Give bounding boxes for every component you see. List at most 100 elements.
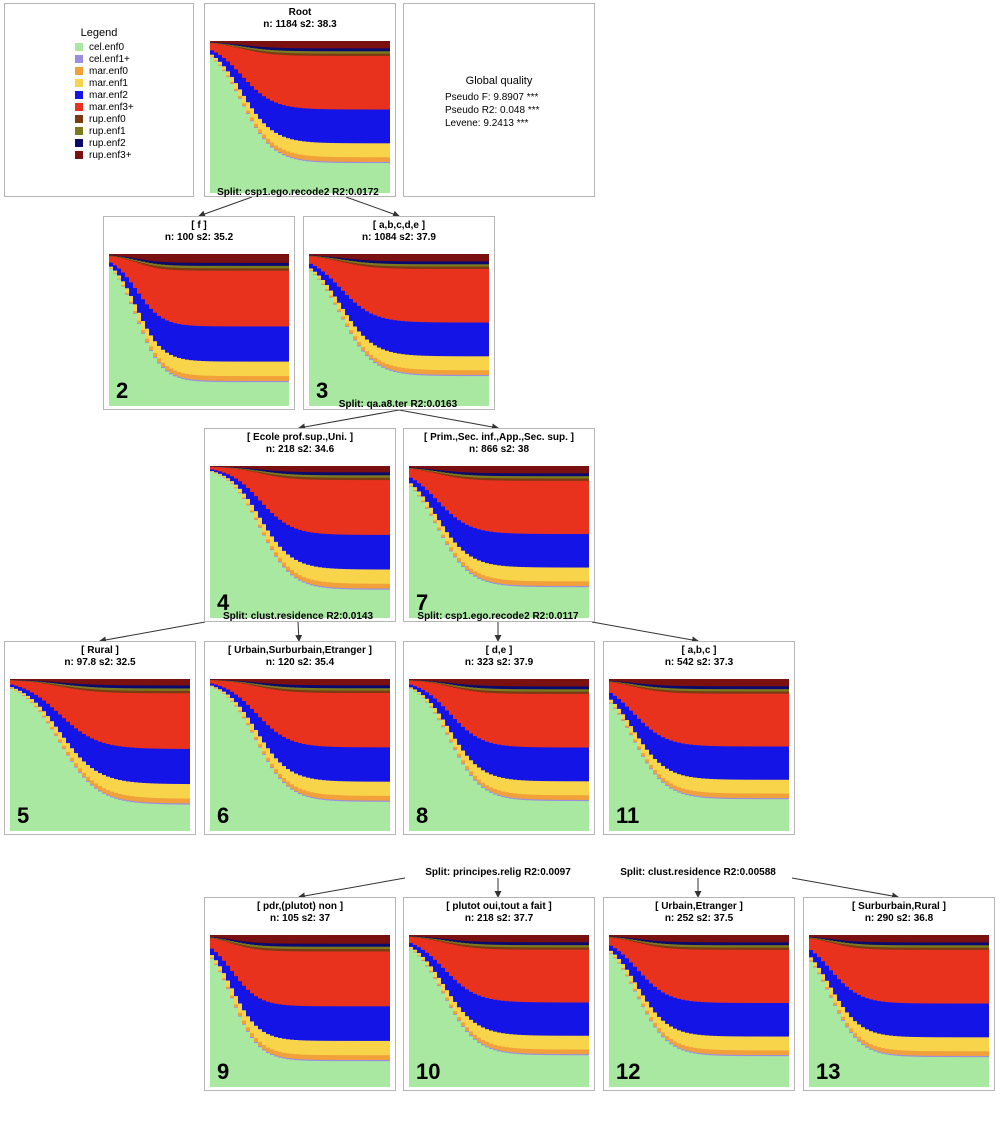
state-band-segment [677, 685, 682, 689]
state-band-segment [413, 689, 418, 691]
state-band-segment [233, 380, 238, 383]
state-band-segment [433, 266, 438, 269]
state-band-segment [681, 685, 686, 689]
legend-label: rup.enf1 [89, 125, 126, 137]
state-band-segment [334, 477, 339, 480]
state-band-segment [653, 773, 658, 775]
state-band-segment [725, 685, 730, 690]
state-band-segment [581, 780, 586, 796]
state-band-segment [222, 57, 227, 67]
legend-label: mar.enf1 [89, 77, 128, 89]
state-band-segment [274, 687, 279, 690]
state-band-segment [765, 746, 770, 780]
state-band-segment [757, 798, 762, 831]
state-band-segment [477, 560, 482, 574]
state-band-segment [489, 563, 494, 578]
state-band-segment [573, 580, 578, 587]
state-band-segment [673, 685, 678, 689]
state-band-segment [302, 466, 307, 473]
state-band-segment [314, 479, 319, 534]
state-band-segment [306, 583, 311, 618]
state-band-segment [425, 964, 430, 967]
state-band-segment [386, 801, 390, 831]
state-band-segment [290, 526, 295, 558]
state-band-segment [445, 679, 450, 683]
state-band-segment [274, 132, 279, 146]
state-band-segment [274, 474, 279, 477]
state-band-segment [529, 798, 534, 801]
state-band-segment [469, 1035, 474, 1087]
state-band-segment [366, 477, 371, 481]
state-band-segment [397, 353, 402, 368]
state-band-segment [521, 1001, 526, 1036]
state-band-segment [565, 580, 570, 586]
state-band-segment [497, 1049, 502, 1052]
state-band-segment [46, 681, 51, 683]
state-band-segment [86, 781, 91, 831]
state-band-segment [505, 532, 510, 567]
state-band-segment [94, 679, 99, 685]
state-band-segment [358, 568, 363, 584]
state-band-segment [306, 943, 311, 947]
state-band-segment [225, 361, 230, 377]
state-band-segment [317, 256, 322, 257]
state-band-segment [370, 692, 375, 748]
state-band-segment [254, 48, 259, 51]
state-band-segment [469, 478, 474, 527]
state-band-segment [270, 47, 275, 51]
state-band-segment [230, 701, 235, 831]
state-band-segment [294, 572, 299, 578]
state-band-segment [369, 354, 374, 359]
state-band-segment [234, 46, 239, 48]
state-band-segment [337, 311, 342, 313]
state-band-segment [62, 685, 67, 688]
state-band-segment [497, 744, 502, 778]
state-band-segment [521, 688, 526, 692]
state-band-segment [26, 695, 31, 699]
state-band-segment [209, 375, 214, 381]
state-band-segment [314, 943, 319, 947]
state-band-segment [145, 265, 150, 305]
state-band-segment [493, 775, 498, 790]
state-band-segment [761, 691, 766, 694]
state-band-segment [314, 142, 319, 157]
state-band-segment [149, 254, 154, 261]
state-band-segment [330, 1040, 335, 1056]
state-band-segment [641, 756, 646, 831]
state-band-segment [262, 685, 267, 688]
state-band-segment [457, 753, 462, 757]
state-band-segment [441, 266, 446, 269]
state-band-segment [278, 1037, 283, 1052]
state-band-segment [234, 487, 239, 618]
state-band-segment [497, 795, 502, 831]
state-band-segment [38, 681, 43, 683]
state-band-segment [469, 474, 474, 478]
state-band-segment [310, 474, 315, 478]
state-band-segment [226, 44, 231, 46]
state-band-segment [269, 265, 274, 269]
state-band-segment [250, 120, 255, 193]
state-band-segment [685, 685, 690, 689]
state-band-segment [621, 720, 626, 721]
state-band-segment [226, 941, 231, 966]
state-band-segment [585, 747, 589, 782]
state-band-segment [585, 780, 589, 796]
state-band-segment [314, 161, 319, 193]
state-band-segment [242, 95, 247, 104]
state-band-segment [373, 260, 378, 264]
state-band-segment [393, 352, 398, 367]
state-band-segment [477, 355, 482, 371]
state-band-segment [317, 278, 322, 280]
state-band-segment [421, 937, 426, 938]
state-band-segment [290, 466, 295, 472]
state-band-segment [609, 699, 614, 703]
state-band-segment [413, 935, 418, 937]
state-band-segment [58, 742, 63, 831]
node-stats: n: 1084 s2: 37.9 [362, 232, 436, 243]
state-band-segment [417, 468, 422, 470]
state-band-segment [278, 686, 283, 689]
state-band-segment [349, 332, 354, 334]
state-band-segment [378, 692, 383, 748]
state-band-segment [613, 681, 618, 683]
state-band-segment [358, 477, 363, 481]
